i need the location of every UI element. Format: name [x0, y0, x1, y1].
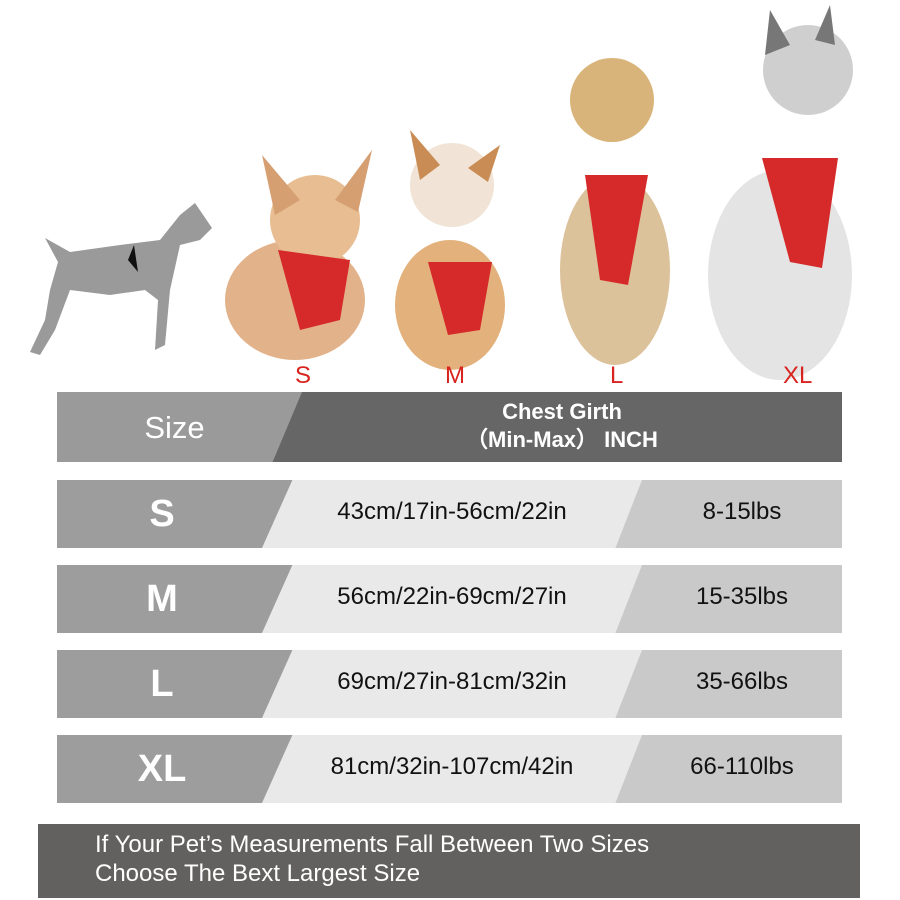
- header-girth-line1: Chest Girth: [502, 399, 622, 424]
- measuring-dog-silhouette-icon: [30, 203, 212, 355]
- size-label-l: L: [610, 362, 624, 389]
- dog-small: [225, 150, 372, 360]
- dog-xlarge: [708, 5, 853, 380]
- table-row: XL 81cm/32in-107cm/42in 66-110lbs: [57, 735, 842, 803]
- row-weight: 15-35lbs: [695, 583, 789, 610]
- size-label-xl: XL: [783, 362, 813, 389]
- row-size: S: [149, 492, 175, 535]
- table-row: L 69cm/27in-81cm/32in 35-66lbs: [57, 650, 842, 718]
- row-weight: 66-110lbs: [690, 753, 794, 780]
- row-size: XL: [137, 747, 187, 790]
- row-girth: 81cm/32in-107cm/42in: [330, 753, 574, 780]
- row-weight: 35-66lbs: [695, 668, 789, 695]
- row-size: M: [146, 577, 178, 620]
- row-girth: 56cm/22in-69cm/27in: [337, 583, 567, 610]
- footer-line1: If Your Pet’s Measurements Fall Between …: [95, 831, 650, 858]
- dog-illustrations: [30, 5, 853, 380]
- footer-line2: Choose The Bext Largest Size: [95, 860, 421, 887]
- header-size: Size: [144, 410, 205, 445]
- dog-medium: [395, 130, 505, 370]
- header-chest-girth: Chest Girth （Min-Max） INCH: [347, 398, 777, 454]
- table-row: M 56cm/22in-69cm/27in 15-35lbs: [57, 565, 842, 633]
- table-header: Size Chest Girth （Min-Max） INCH: [57, 392, 842, 462]
- size-label-m: M: [445, 362, 465, 389]
- table-row: S 43cm/17in-56cm/22in 8-15lbs: [57, 480, 842, 548]
- row-girth: 43cm/17in-56cm/22in: [337, 498, 567, 525]
- footer-note: If Your Pet’s Measurements Fall Between …: [38, 824, 860, 898]
- header-girth-line2: （Min-Max） INCH: [466, 427, 658, 452]
- row-weight: 8-15lbs: [702, 498, 782, 525]
- row-girth: 69cm/27in-81cm/32in: [337, 668, 567, 695]
- size-label-s: S: [295, 362, 312, 389]
- dog-large: [560, 58, 670, 365]
- row-size: L: [150, 662, 174, 705]
